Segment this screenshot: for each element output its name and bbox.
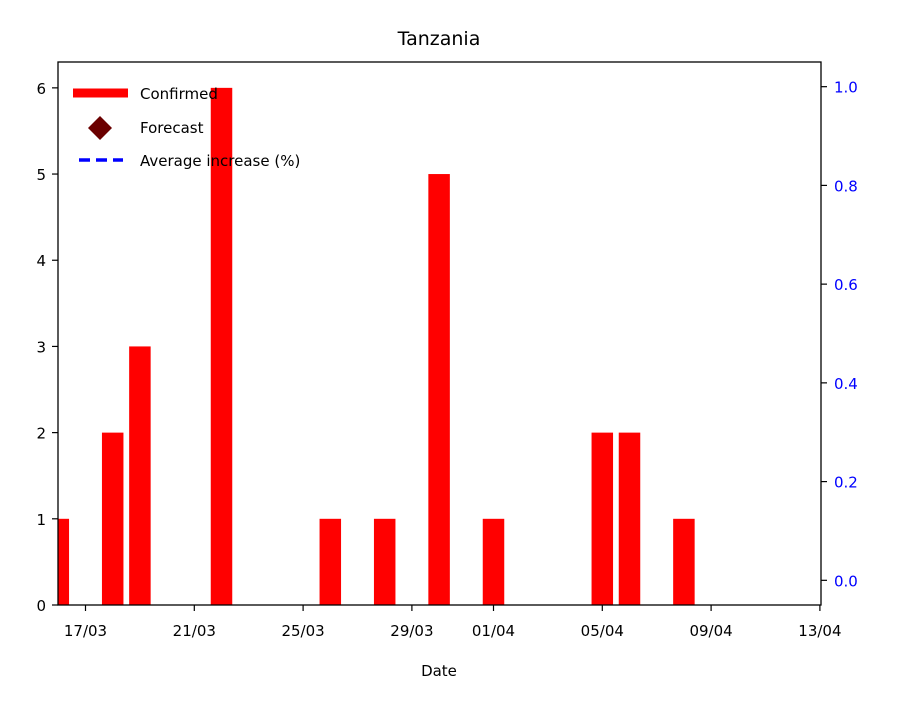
x-tick-label: 17/03 [64, 622, 107, 640]
bar-30-03 [428, 174, 450, 606]
y-tick-label: 3 [36, 338, 46, 356]
y-tick-label: 5 [36, 166, 46, 184]
plot-frame [57, 61, 822, 606]
x-tick-label: 09/04 [689, 622, 732, 640]
x-tick-label: 01/04 [472, 622, 515, 640]
legend-label-confirmed: Confirmed [140, 85, 218, 103]
x-axis-label: Date [421, 662, 457, 680]
y-tick-label: 2 [36, 425, 46, 443]
bar-26-03 [319, 518, 342, 605]
legend: Confirmed Forecast Average increase (%) [73, 85, 300, 170]
legend-marker-forecast [88, 116, 112, 140]
bars-layer [58, 87, 695, 606]
bar-06-04 [618, 432, 641, 605]
y-axis-right: 0.0 0.2 0.4 0.6 0.8 1.0 [821, 79, 858, 590]
y2-tick-label: 1.0 [834, 79, 858, 97]
y-tick-label: 0 [36, 597, 46, 615]
legend-label-forecast: Forecast [140, 119, 204, 137]
y2-tick-label: 0.6 [834, 276, 858, 294]
bar-19-03 [129, 346, 151, 605]
y2-tick-label: 0.8 [834, 177, 858, 195]
chart-title: Tanzania [397, 28, 481, 50]
x-tick-label: 13/04 [798, 622, 841, 640]
bar-18-03 [101, 432, 124, 605]
y-tick-label: 4 [36, 252, 46, 270]
bar-28-03 [373, 518, 396, 605]
x-tick-label: 05/04 [581, 622, 624, 640]
x-axis: 17/03 21/03 25/03 29/03 01/04 05/04 09/04 13/04 [64, 605, 842, 640]
bar-01-04 [482, 518, 505, 605]
x-tick-label: 21/03 [173, 622, 216, 640]
y-tick-label: 1 [36, 511, 46, 529]
x-tick-label: 29/03 [390, 622, 433, 640]
y2-tick-label: 0.4 [834, 375, 858, 393]
legend-label-average-increase: Average increase (%) [140, 152, 300, 170]
x-tick-label: 25/03 [281, 622, 324, 640]
bar-16-03 [58, 518, 70, 605]
y2-tick-label: 0.0 [834, 572, 858, 590]
bar-22-03 [210, 87, 233, 606]
y2-tick-label: 0.2 [834, 474, 858, 492]
y-tick-label: 6 [36, 80, 46, 98]
bar-05-04 [591, 432, 614, 605]
y-axis-left: 0 1 2 3 4 5 6 [36, 80, 58, 615]
bar-08-04 [673, 518, 695, 605]
